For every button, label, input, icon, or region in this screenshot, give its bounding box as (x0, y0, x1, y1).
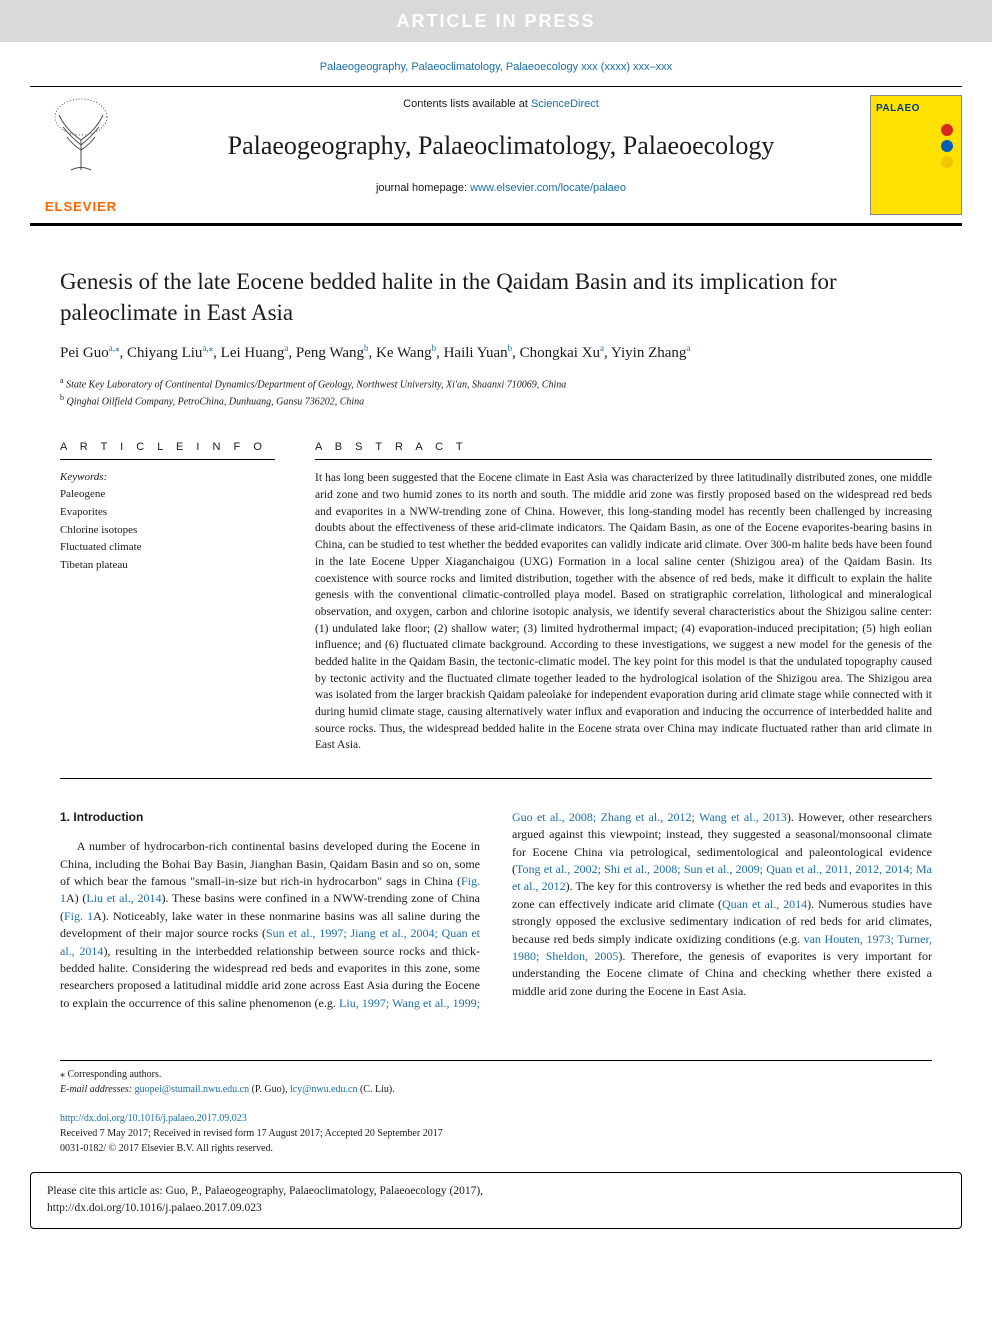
body-two-column: 1. Introduction A number of hydrocarbon-… (60, 809, 932, 1012)
series-citation: Palaeogeography, Palaeoclimatology, Pala… (0, 42, 992, 86)
article-history: Received 7 May 2017; Received in revised… (60, 1126, 932, 1141)
cover-thumbnail-block: PALAEO (862, 87, 962, 223)
author-affil-mark: b (364, 343, 369, 353)
corresponding-author-note: ⁎ Corresponding authors. (60, 1067, 932, 1082)
author: Peng Wang (296, 345, 364, 361)
contents-available-line: Contents lists available at ScienceDirec… (140, 97, 862, 113)
author-affil-mark: a (600, 343, 604, 353)
author-affil-mark: b (432, 343, 437, 353)
article-info-column: A R T I C L E I N F O Keywords: Paleogen… (60, 440, 275, 754)
abstract-heading: A B S T R A C T (315, 440, 932, 461)
publisher-logo-block: ELSEVIER (30, 87, 140, 223)
article-front-matter: Genesis of the late Eocene bedded halite… (0, 226, 992, 1032)
corresponding-text: Corresponding authors. (68, 1069, 162, 1080)
elsevier-wordmark: ELSEVIER (30, 198, 132, 217)
abstract-column: A B S T R A C T It has long been suggest… (315, 440, 932, 754)
author-affil-mark: a (284, 343, 288, 353)
journal-cover-thumbnail: PALAEO (870, 95, 962, 215)
author: Pei Guo (60, 345, 109, 361)
email-line: E-mail addresses: guopei@stumail.nwu.edu… (60, 1082, 932, 1097)
affil-mark: b (60, 393, 64, 402)
section-title: Introduction (73, 810, 143, 824)
keywords-label: Keywords: (60, 470, 275, 486)
journal-masthead: ELSEVIER Contents lists available at Sci… (30, 86, 962, 226)
author: Lei Huang (221, 345, 285, 361)
section-divider (60, 778, 932, 779)
homepage-prefix: journal homepage: (376, 182, 470, 194)
journal-homepage-link[interactable]: www.elsevier.com/locate/palaeo (470, 182, 626, 194)
corresponding-mark: ⁎ (60, 1069, 65, 1080)
author-affil-mark: a,⁎ (202, 343, 213, 353)
cover-dot (941, 156, 953, 168)
footnotes: ⁎ Corresponding authors. E-mail addresse… (60, 1060, 932, 1097)
contents-prefix: Contents lists available at (403, 98, 531, 110)
article-info-heading: A R T I C L E I N F O (60, 440, 275, 461)
affil-mark: a (60, 376, 64, 385)
author: Yiyin Zhang (611, 345, 686, 361)
email-who: (C. Liu) (360, 1084, 392, 1095)
intro-paragraph: A number of hydrocarbon-rich continental… (60, 809, 932, 1012)
elsevier-tree-icon (41, 95, 121, 175)
please-cite-box: Please cite this article as: Guo, P., Pa… (30, 1172, 962, 1229)
author: Ke Wang (376, 345, 432, 361)
author: Chongkai Xu (520, 345, 600, 361)
section-number: 1. (60, 810, 70, 824)
author: Haili Yuan (444, 345, 508, 361)
journal-name: Palaeogeography, Palaeoclimatology, Pala… (140, 127, 862, 165)
author: Chiyang Liu (127, 345, 202, 361)
citation-link[interactable]: Quan et al., 2014 (722, 897, 807, 911)
keyword: Paleogene (60, 486, 275, 504)
keyword: Chlorine isotopes (60, 522, 275, 540)
keywords-list: PaleogeneEvaporitesChlorine isotopesFluc… (60, 486, 275, 574)
cover-dot (941, 124, 953, 136)
section-heading-introduction: 1. Introduction (60, 809, 480, 826)
affiliation: b Qinghai Oilfield Company, PetroChina, … (60, 392, 932, 409)
author-affil-mark: a (686, 343, 690, 353)
sciencedirect-link[interactable]: ScienceDirect (531, 98, 599, 110)
info-abstract-row: A R T I C L E I N F O Keywords: Paleogen… (60, 440, 932, 754)
author-affil-mark: b (508, 343, 513, 353)
cover-brand-text: PALAEO (876, 102, 920, 117)
copyright-line: 0031-0182/ © 2017 Elsevier B.V. All righ… (60, 1141, 932, 1156)
email-link[interactable]: guopei@stumail.nwu.edu.cn (135, 1084, 249, 1095)
abstract-text: It has long been suggested that the Eoce… (315, 470, 932, 753)
cover-dot (941, 140, 953, 152)
article-in-press-banner: ARTICLE IN PRESS (0, 0, 992, 42)
author-list: Pei Guoa,⁎, Chiyang Liua,⁎, Lei Huanga, … (60, 342, 932, 365)
figure-ref[interactable]: Fig. 1 (64, 909, 93, 923)
cite-line-2: http://dx.doi.org/10.1016/j.palaeo.2017.… (47, 1200, 945, 1217)
email-who: (P. Guo) (252, 1084, 285, 1095)
affiliations: a State Key Laboratory of Continental Dy… (60, 375, 932, 410)
doi-history-block: http://dx.doi.org/10.1016/j.palaeo.2017.… (60, 1111, 932, 1156)
affiliation: a State Key Laboratory of Continental Dy… (60, 375, 932, 392)
article-title: Genesis of the late Eocene bedded halite… (60, 266, 932, 328)
keyword: Tibetan plateau (60, 557, 275, 575)
doi-link[interactable]: http://dx.doi.org/10.1016/j.palaeo.2017.… (60, 1113, 247, 1124)
citation-link[interactable]: Liu et al., 2014 (86, 891, 161, 905)
masthead-center: Contents lists available at ScienceDirec… (140, 87, 862, 223)
body-text: A) ( (66, 891, 86, 905)
body-text: A number of hydrocarbon-rich continental… (60, 839, 480, 888)
journal-homepage-line: journal homepage: www.elsevier.com/locat… (140, 181, 862, 197)
cite-line-1: Please cite this article as: Guo, P., Pa… (47, 1183, 945, 1200)
cover-dots (941, 120, 953, 172)
keyword: Fluctuated climate (60, 539, 275, 557)
email-link[interactable]: lcy@nwu.edu.cn (290, 1084, 358, 1095)
email-label: E-mail addresses: (60, 1084, 132, 1095)
author-affil-mark: a,⁎ (109, 343, 120, 353)
keyword: Evaporites (60, 504, 275, 522)
